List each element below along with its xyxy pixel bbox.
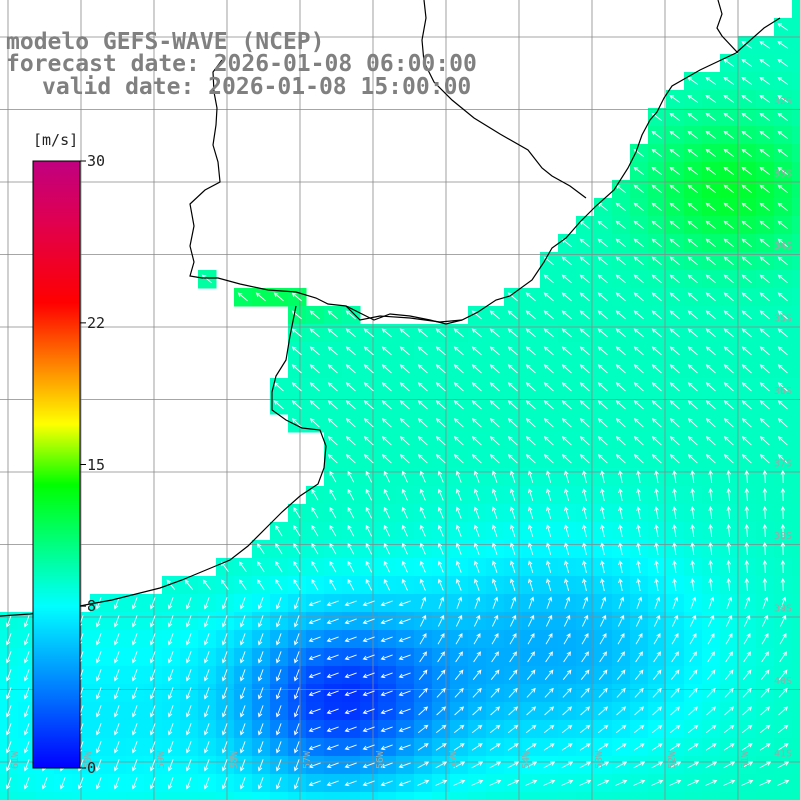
model-title: modelo GEFS-WAVE (NCEP) xyxy=(6,29,325,55)
lon-label: 58W xyxy=(229,750,240,769)
longitude-labels: 61W 60W 59W 58W 57W 56W 55W 54W 53W 52W 51W xyxy=(10,750,751,769)
colorbar-unit: [m/s] xyxy=(33,131,79,149)
lat-label: 40S xyxy=(774,676,792,687)
lon-label: 57W xyxy=(302,750,313,769)
colorbar-tick-label: 0 xyxy=(87,759,97,777)
lon-label: 61W xyxy=(10,750,21,769)
latitude-labels: 32S 33S 34S 35S 36S 37S 38S 39S 40S 41S xyxy=(774,96,792,760)
colorbar-tick-label: 30 xyxy=(87,152,106,170)
lat-label: 33S xyxy=(774,169,792,180)
lon-label: 51W xyxy=(740,750,751,769)
coastline xyxy=(189,0,781,325)
lat-label: 34S xyxy=(774,241,792,252)
lat-label: 38S xyxy=(774,531,792,542)
colorbar-tick-label: 22 xyxy=(87,313,106,332)
lon-label: 59W xyxy=(156,750,167,769)
lon-label: 56W xyxy=(375,750,386,769)
river-plate-north-shore xyxy=(345,0,587,323)
wind-vectors xyxy=(5,23,790,790)
colorbar-tick-label: 8 xyxy=(87,597,97,616)
lat-label: 35S xyxy=(774,314,792,325)
lon-label: 60W xyxy=(83,750,94,769)
lon-label: 55W xyxy=(448,750,459,769)
lat-label: 32S xyxy=(774,96,792,107)
colorbar xyxy=(32,160,86,769)
lon-label: 53W xyxy=(594,750,605,769)
lat-label: 39S xyxy=(774,604,792,615)
lat-label: 36S xyxy=(774,386,792,397)
colorbar-tick-label: 15 xyxy=(87,455,106,474)
forecast-date: forecast date: 2026-01-08 06:00:00 xyxy=(6,51,477,77)
valid-date: valid date: 2026-01-08 15:00:00 xyxy=(42,74,472,100)
argentina-coast xyxy=(0,305,327,617)
lat-label: 37S xyxy=(774,459,792,470)
lat-label: 41S xyxy=(774,749,792,760)
lon-label: 52W xyxy=(667,750,678,769)
lon-label: 54W xyxy=(521,750,532,769)
